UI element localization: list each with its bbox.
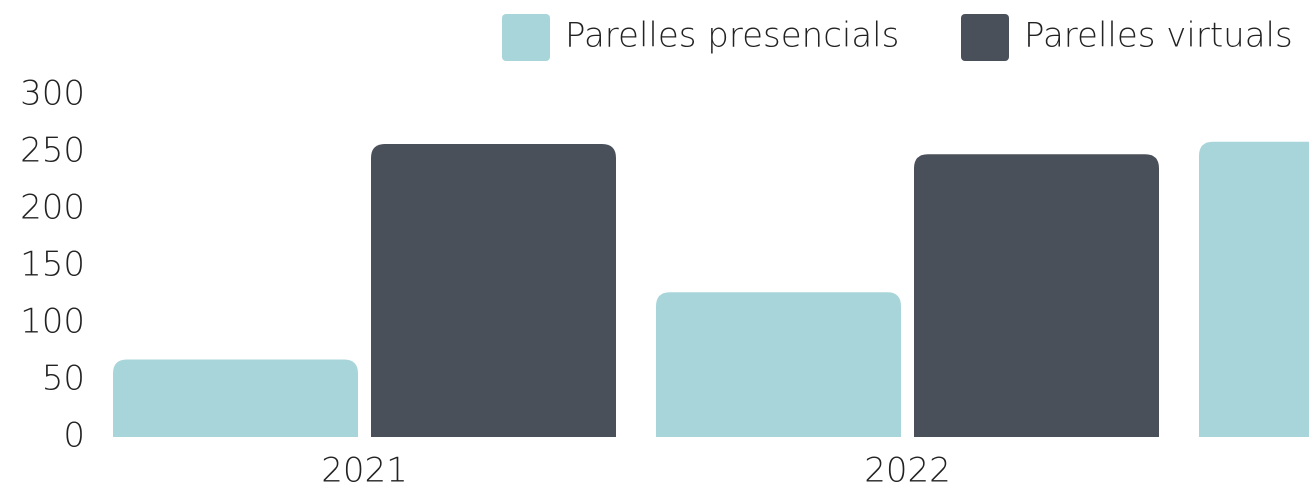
x-tick-label: 2022 <box>864 451 951 491</box>
y-tick-label: 300 <box>20 74 85 114</box>
bar <box>914 154 1159 437</box>
bar <box>113 359 358 437</box>
bar <box>1199 141 1309 437</box>
legend-label: Parelles virtuals <box>1024 16 1293 56</box>
y-tick-label: 0 <box>63 416 85 456</box>
x-tick-label: 2021 <box>321 451 408 491</box>
y-tick-label: 50 <box>42 359 85 399</box>
bar <box>371 144 616 437</box>
y-tick-label: 200 <box>20 188 85 228</box>
legend-label: Parelles presencials <box>565 16 899 56</box>
y-tick-label: 250 <box>20 131 85 171</box>
y-tick-label: 150 <box>20 245 85 285</box>
legend-swatch <box>502 14 550 61</box>
bar <box>656 292 901 437</box>
y-tick-label: 100 <box>20 302 85 342</box>
legend-swatch <box>961 14 1009 61</box>
